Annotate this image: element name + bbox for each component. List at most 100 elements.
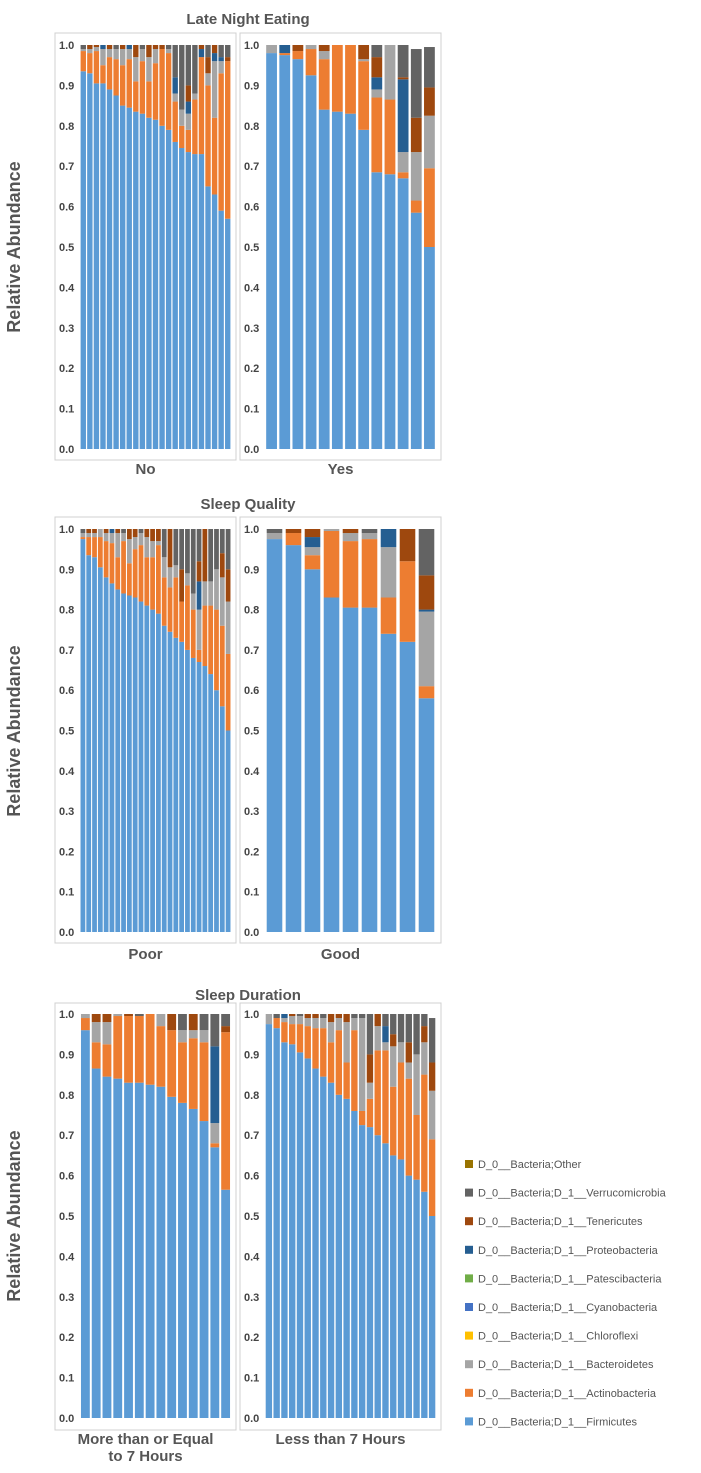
bar-sleep-duration-less-than-7-hours-sample-11-firmicutes	[343, 1098, 350, 1418]
bar-late-night-eating-no-sample-13-firmicutes	[159, 125, 165, 450]
bar-sleep-quality-good-sample-5-bacteroidetes	[342, 533, 359, 542]
bar-sleep-quality-poor-sample-22-firmicutes	[202, 666, 208, 932]
bar-sleep-duration-less-than-7-hours-sample-22-verrucomicrobia	[428, 1018, 436, 1063]
bar-late-night-eating-no-sample-1-bacteroidetes	[80, 49, 86, 52]
bar-sleep-duration-less-than-7-hours-sample-19-bacteroidetes	[405, 1062, 412, 1079]
bar-sleep-duration-less-than-7-hours-sample-22-firmicutes	[428, 1216, 436, 1418]
bar-sleep-duration-more-than-or-equal-to-7-hours-sample-7-firmicutes	[145, 1084, 155, 1418]
bar-sleep-duration-more-than-or-equal-to-7-hours-sample-14-actinobacteria	[221, 1032, 231, 1190]
bar-late-night-eating-no-sample-21-firmicutes	[211, 194, 218, 449]
bar-sleep-quality-poor-sample-7-tenericutes	[115, 529, 121, 534]
bar-sleep-quality-good-sample-9-tenericutes	[418, 575, 435, 610]
bar-sleep-duration-less-than-7-hours-sample-18-bacteroidetes	[397, 1042, 405, 1063]
bar-sleep-quality-good-sample-4-actinobacteria	[323, 531, 340, 598]
bar-sleep-quality-poor-sample-4-firmicutes	[97, 567, 103, 932]
bar-sleep-quality-poor-sample-10-bacteroidetes	[132, 537, 138, 550]
legend-swatch-d-0-bacteria-d-1-tenericutes	[465, 1217, 473, 1226]
bar-sleep-quality-poor-sample-6-proteobacteria	[109, 529, 115, 534]
bar-late-night-eating-yes-sample-4-bacteroidetes	[305, 45, 317, 50]
x-category-label-sleep-quality-poor: Poor	[128, 946, 162, 963]
y-tick-late-night-eating-yes-2: 0.2	[244, 363, 259, 375]
bar-sleep-quality-good-sample-7-actinobacteria	[380, 597, 397, 634]
bar-late-night-eating-no-sample-21-bacteroidetes	[211, 61, 218, 118]
bar-late-night-eating-no-sample-22-bacteroidetes	[218, 61, 224, 74]
bar-sleep-quality-poor-sample-22-bacteroidetes	[202, 581, 208, 606]
bar-late-night-eating-no-sample-15-verrucomicrobia	[172, 45, 178, 78]
y-tick-sleep-duration-less-than-7-hours-2: 0.2	[244, 1332, 259, 1344]
bar-sleep-duration-more-than-or-equal-to-7-hours-sample-6-verrucomicrobia	[134, 1014, 144, 1017]
bar-sleep-quality-poor-sample-2-actinobacteria	[86, 537, 92, 556]
bar-late-night-eating-no-sample-3-actinobacteria	[93, 51, 100, 84]
y-tick-late-night-eating-yes-3: 0.3	[244, 323, 259, 335]
bar-sleep-quality-poor-sample-20-firmicutes	[190, 657, 196, 932]
bar-sleep-quality-poor-sample-26-verrucomicrobia	[225, 529, 231, 570]
bar-late-night-eating-yes-sample-11-proteobacteria	[397, 79, 409, 153]
y-tick-late-night-eating-yes-7: 0.7	[244, 161, 259, 173]
bar-sleep-quality-good-sample-3-tenericutes	[304, 529, 321, 538]
bar-late-night-eating-yes-sample-12-actinobacteria	[410, 200, 422, 213]
y-tick-late-night-eating-no-4: 0.4	[59, 282, 75, 294]
bar-late-night-eating-yes-sample-3-firmicutes	[292, 59, 304, 449]
y-tick-sleep-quality-good-5: 0.5	[244, 726, 259, 738]
y-tick-late-night-eating-yes-4: 0.4	[244, 282, 260, 294]
bar-late-night-eating-no-sample-4-proteobacteria	[100, 45, 106, 50]
bar-sleep-duration-more-than-or-equal-to-7-hours-sample-8-actinobacteria	[156, 1026, 166, 1087]
bar-sleep-duration-more-than-or-equal-to-7-hours-sample-12-bacteroidetes	[199, 1030, 209, 1043]
bar-late-night-eating-no-sample-17-bacteroidetes	[185, 113, 192, 130]
bar-sleep-quality-poor-sample-1-bacteroidetes	[80, 533, 86, 538]
bar-sleep-quality-poor-sample-9-tenericutes	[126, 529, 132, 540]
x-category-label-sleep-duration-more-than-or-equal-to-7-hours-line-2: to 7 Hours	[108, 1448, 182, 1465]
legend-label-d-0-bacteria-d-1-cyanobacteria: D_0__Bacteria;D_1__Cyanobacteria	[478, 1302, 658, 1314]
bar-sleep-duration-less-than-7-hours-sample-9-bacteroidetes	[327, 1022, 335, 1043]
bar-late-night-eating-no-sample-18-actinobacteria	[192, 99, 198, 155]
bar-sleep-quality-poor-sample-9-bacteroidetes	[126, 539, 132, 564]
bar-late-night-eating-yes-sample-9-verrucomicrobia	[371, 45, 383, 58]
bar-sleep-duration-less-than-7-hours-sample-18-actinobacteria	[397, 1062, 405, 1160]
y-tick-late-night-eating-yes-10: 1.0	[244, 40, 259, 52]
bar-sleep-quality-poor-sample-15-bacteroidetes	[161, 557, 167, 578]
y-axis-label-late-night-eating: Relative Abundance	[4, 161, 24, 332]
bar-sleep-quality-poor-sample-11-verrucomicrobia	[138, 529, 144, 534]
bar-sleep-duration-more-than-or-equal-to-7-hours-sample-3-firmicutes	[102, 1076, 112, 1418]
bar-sleep-quality-poor-sample-2-bacteroidetes	[86, 533, 92, 538]
bar-sleep-quality-poor-sample-21-actinobacteria	[196, 649, 202, 662]
bar-late-night-eating-no-sample-2-actinobacteria	[87, 53, 93, 74]
bar-late-night-eating-no-sample-4-firmicutes	[100, 83, 106, 449]
bar-sleep-duration-more-than-or-equal-to-7-hours-sample-1-firmicutes	[80, 1030, 90, 1418]
bar-late-night-eating-no-sample-16-actinobacteria	[179, 125, 185, 149]
bar-late-night-eating-no-sample-10-bacteroidetes	[139, 49, 146, 62]
bar-sleep-quality-good-sample-3-bacteroidetes	[304, 547, 321, 556]
bar-late-night-eating-no-sample-21-tenericutes	[211, 45, 218, 54]
bar-sleep-quality-good-sample-2-firmicutes	[285, 545, 302, 932]
bar-sleep-duration-more-than-or-equal-to-7-hours-sample-10-bacteroidetes	[178, 1030, 187, 1043]
bar-sleep-quality-poor-sample-24-verrucomicrobia	[214, 529, 219, 570]
bar-sleep-duration-less-than-7-hours-sample-8-verrucomicrobia	[320, 1014, 327, 1019]
bar-sleep-duration-more-than-or-equal-to-7-hours-sample-3-tenericutes	[102, 1014, 112, 1023]
bar-late-night-eating-yes-sample-1-firmicutes	[266, 53, 277, 449]
bar-sleep-quality-poor-sample-8-verrucomicrobia	[121, 529, 126, 534]
bar-late-night-eating-yes-sample-13-actinobacteria	[424, 168, 435, 247]
bar-sleep-duration-less-than-7-hours-sample-18-verrucomicrobia	[397, 1014, 405, 1043]
y-tick-sleep-quality-good-1: 0.1	[244, 887, 259, 899]
y-tick-sleep-quality-poor-1: 0.1	[59, 887, 74, 899]
bar-late-night-eating-no-sample-22-firmicutes	[218, 210, 224, 449]
bar-sleep-duration-more-than-or-equal-to-7-hours-sample-14-tenericutes	[221, 1026, 231, 1033]
bar-sleep-duration-more-than-or-equal-to-7-hours-sample-4-bacteroidetes	[113, 1014, 123, 1017]
y-tick-sleep-duration-less-than-7-hours-6: 0.6	[244, 1171, 259, 1183]
bar-sleep-quality-poor-sample-20-actinobacteria	[190, 609, 196, 658]
bar-sleep-duration-less-than-7-hours-sample-2-verrucomicrobia	[273, 1014, 280, 1019]
bar-sleep-quality-poor-sample-21-proteobacteria	[196, 581, 202, 610]
bar-late-night-eating-no-sample-20-verrucomicrobia	[205, 45, 211, 58]
bar-sleep-duration-less-than-7-hours-sample-11-actinobacteria	[343, 1062, 350, 1099]
y-axis-label-sleep-duration: Relative Abundance	[4, 1130, 24, 1301]
bar-sleep-duration-less-than-7-hours-sample-19-verrucomicrobia	[405, 1014, 412, 1043]
x-category-label-late-night-eating-no: No	[136, 461, 156, 478]
bar-late-night-eating-yes-sample-4-firmicutes	[305, 75, 317, 450]
bar-late-night-eating-no-sample-23-tenericutes	[225, 57, 231, 62]
bar-sleep-duration-less-than-7-hours-sample-10-actinobacteria	[335, 1030, 343, 1095]
bar-late-night-eating-yes-sample-12-bacteroidetes	[410, 152, 422, 201]
bar-sleep-quality-poor-sample-3-firmicutes	[92, 557, 97, 932]
bar-sleep-quality-good-sample-6-bacteroidetes	[361, 533, 378, 540]
bar-late-night-eating-no-sample-22-actinobacteria	[218, 73, 224, 211]
bar-late-night-eating-yes-sample-12-firmicutes	[410, 212, 422, 449]
